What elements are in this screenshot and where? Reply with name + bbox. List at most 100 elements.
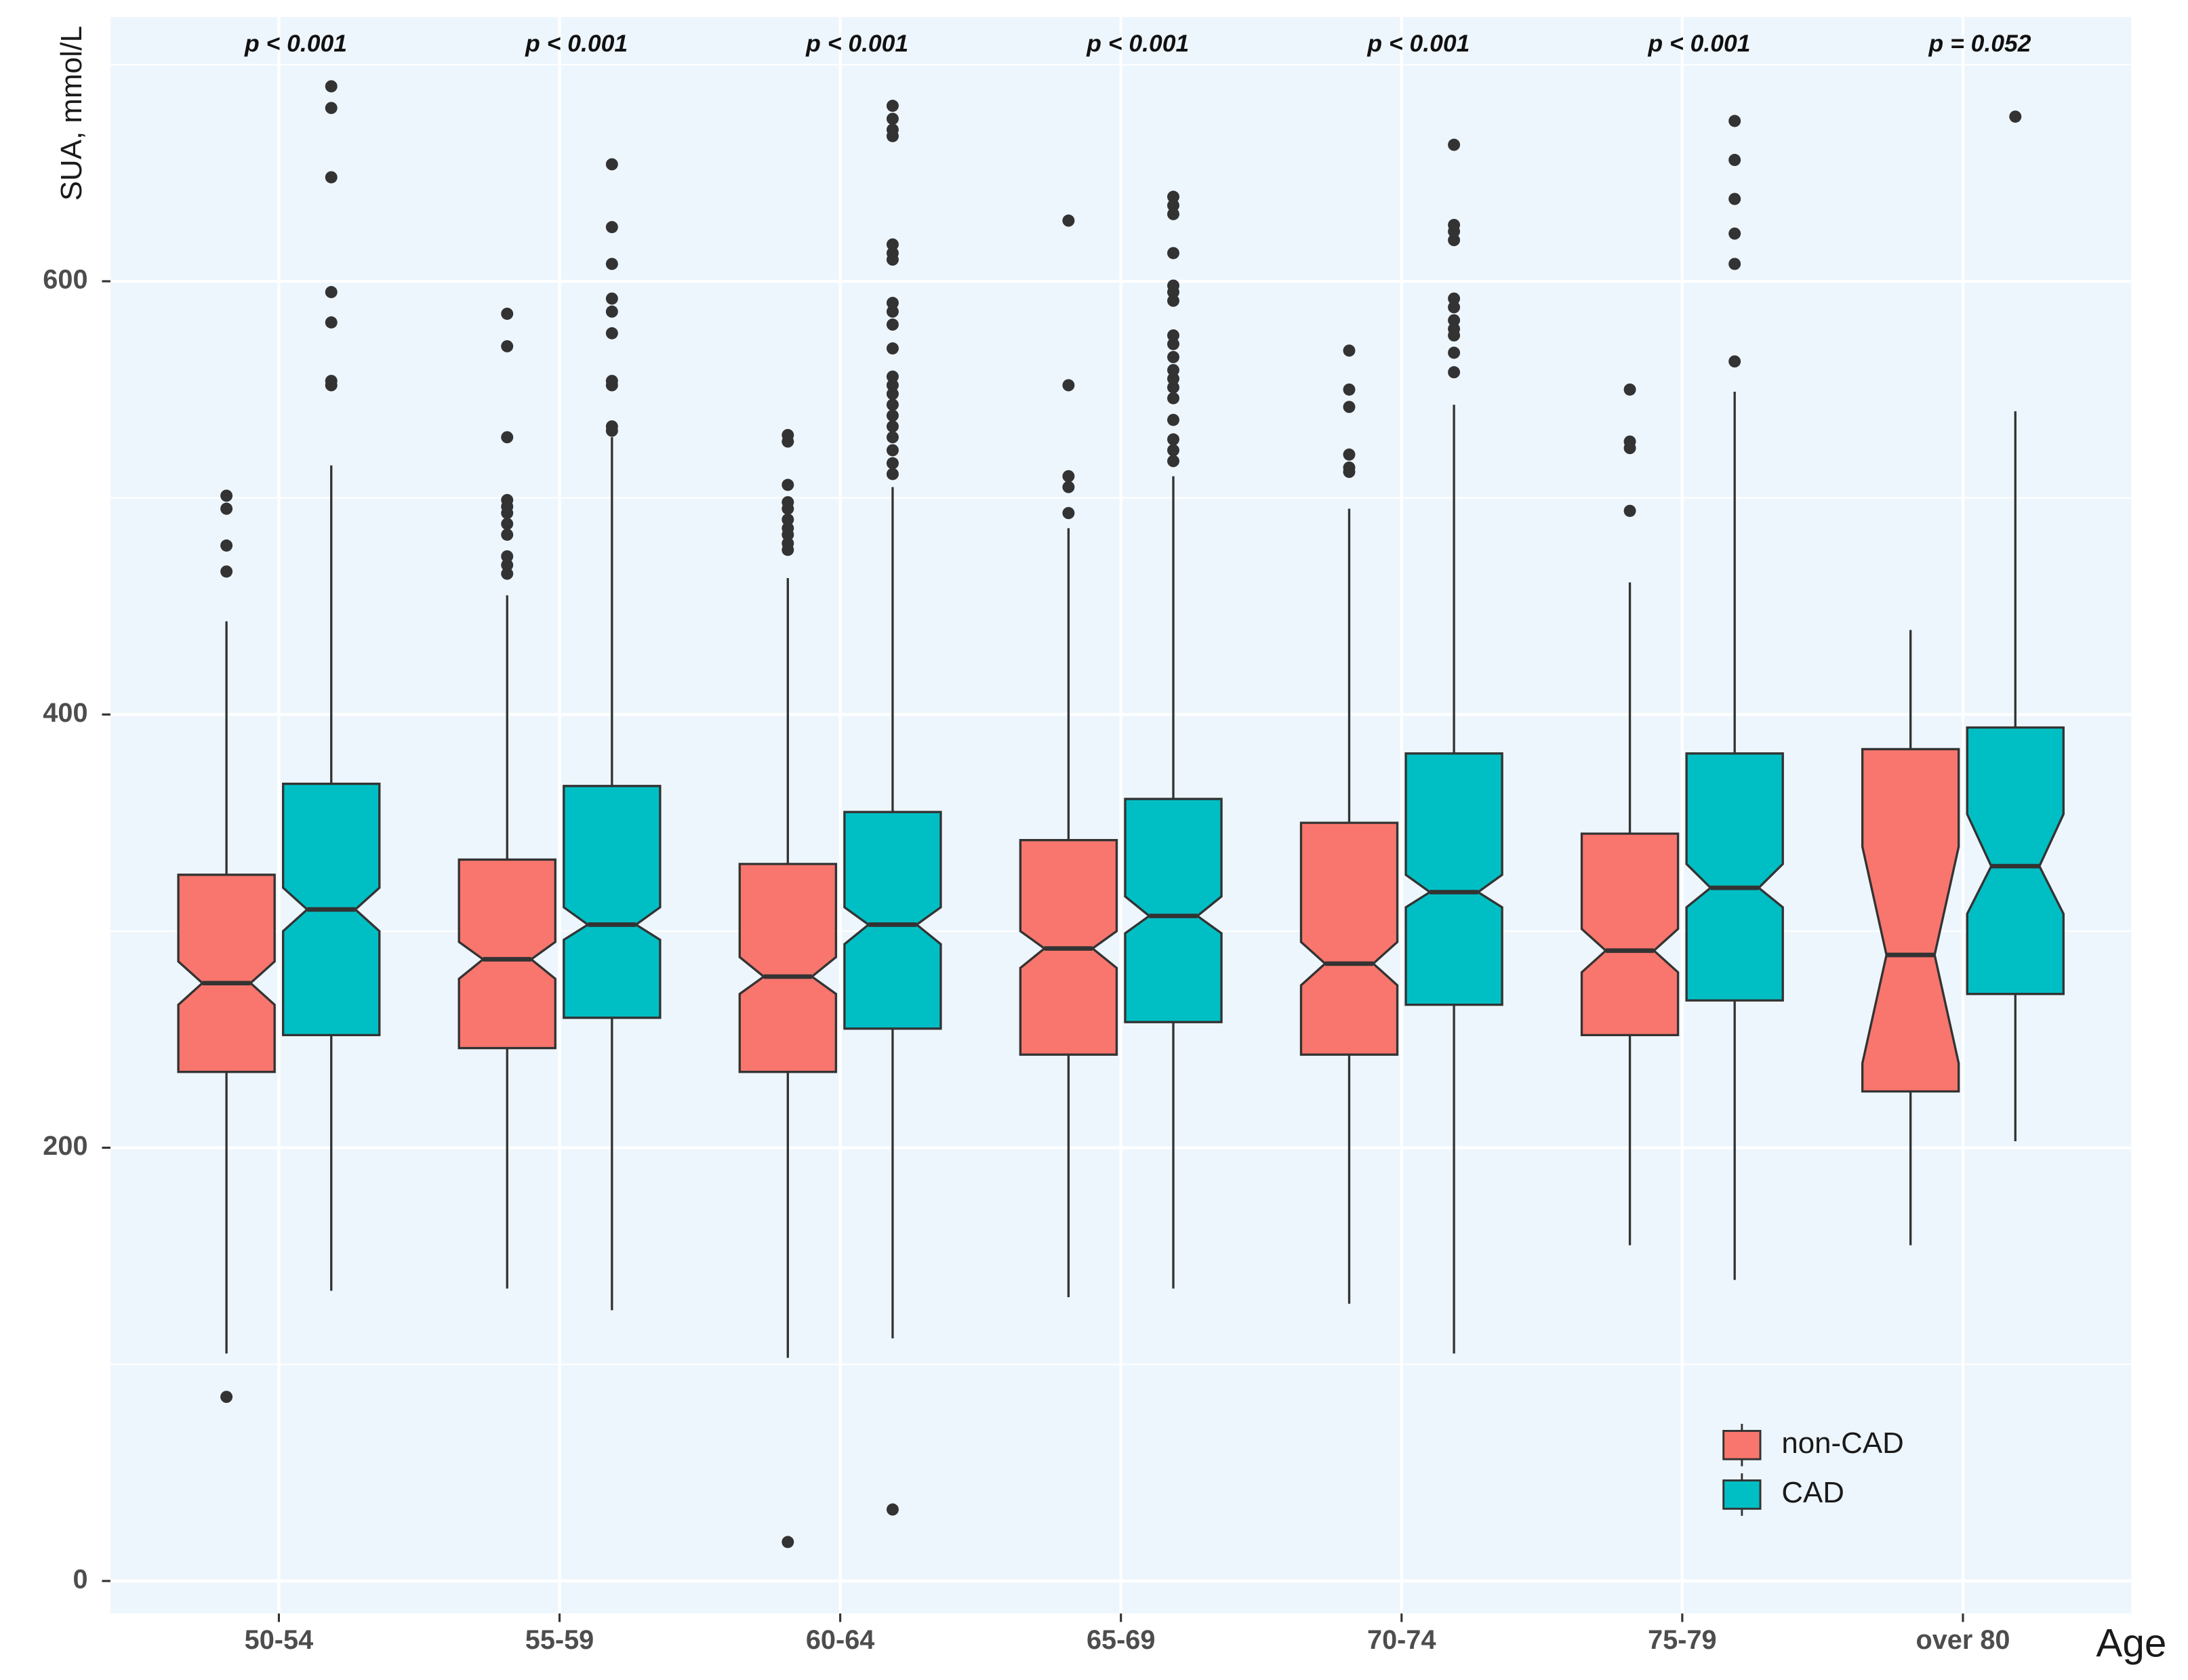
outlier — [886, 388, 899, 401]
annotation: p = 0.052 — [1928, 30, 2031, 57]
outlier — [1728, 192, 1741, 205]
outlier — [1448, 218, 1461, 231]
outlier — [501, 340, 514, 352]
outlier — [886, 342, 899, 355]
x-tick-label: 60-64 — [806, 1625, 874, 1655]
outlier — [1728, 355, 1741, 368]
outlier — [1167, 199, 1179, 212]
legend-label: non-CAD — [1781, 1427, 1903, 1460]
outlier — [1623, 504, 1636, 517]
outlier — [782, 513, 794, 526]
outlier — [605, 327, 618, 340]
annotation: p < 0.001 — [805, 30, 908, 57]
outlier — [605, 221, 618, 234]
outlier — [886, 409, 899, 422]
outlier — [1448, 138, 1461, 151]
outlier — [1167, 190, 1179, 203]
outlier — [886, 247, 899, 260]
outlier — [501, 518, 514, 531]
outlier — [1167, 294, 1179, 307]
outlier — [1062, 507, 1075, 520]
outlier — [1167, 444, 1179, 457]
outlier — [782, 537, 794, 550]
annotation: p < 0.001 — [244, 30, 347, 57]
outlier — [886, 370, 899, 383]
x-axis-title: Age — [2096, 1621, 2166, 1665]
outlier — [886, 444, 899, 457]
outlier — [325, 375, 338, 388]
outlier — [1343, 344, 1356, 357]
outlier — [501, 493, 514, 506]
outlier — [886, 112, 899, 125]
outlier — [886, 1503, 899, 1516]
outlier — [886, 297, 899, 309]
outlier — [1343, 448, 1356, 461]
outlier — [1167, 413, 1179, 426]
box — [458, 858, 556, 1050]
y-tick-label: 0 — [73, 1564, 87, 1594]
outlier — [1448, 292, 1461, 305]
annotation: p < 0.001 — [1647, 30, 1750, 57]
outlier — [886, 123, 899, 136]
outlier — [325, 286, 338, 298]
box — [1124, 798, 1223, 1023]
outlier — [1167, 337, 1179, 350]
outlier — [886, 379, 899, 392]
outlier — [605, 292, 618, 305]
y-tick-label: 600 — [43, 265, 87, 295]
outlier — [605, 375, 618, 388]
outlier — [220, 489, 233, 502]
outlier — [220, 1391, 233, 1404]
outlier — [886, 238, 899, 251]
outlier — [501, 550, 514, 562]
outlier — [1448, 366, 1461, 379]
outlier — [1167, 392, 1179, 405]
outlier — [1167, 329, 1179, 342]
x-tick-label: 50-54 — [245, 1625, 313, 1655]
outlier — [501, 567, 514, 580]
outlier — [220, 539, 233, 552]
outlier — [1728, 227, 1741, 240]
outlier — [1167, 381, 1179, 394]
outlier — [605, 305, 618, 318]
outlier — [501, 558, 514, 571]
x-tick-label: 70-74 — [1367, 1625, 1436, 1655]
annotation: p < 0.001 — [525, 30, 628, 57]
outlier — [886, 398, 899, 411]
outlier — [2009, 110, 2022, 123]
box — [1299, 821, 1399, 1056]
outlier — [501, 431, 514, 444]
annotation: p < 0.001 — [1366, 30, 1470, 57]
outlier — [782, 428, 794, 441]
outlier — [1728, 258, 1741, 270]
x-tick-label: over 80 — [1916, 1625, 2010, 1655]
box — [1404, 752, 1503, 1006]
outlier — [605, 420, 618, 433]
x-tick-label: 65-69 — [1087, 1625, 1155, 1655]
outlier — [1728, 154, 1741, 167]
outlier — [886, 431, 899, 444]
box — [563, 785, 662, 1019]
outlier — [501, 529, 514, 541]
legend-key — [1722, 1429, 1762, 1460]
outlier — [886, 318, 899, 331]
legend-label: CAD — [1781, 1476, 1844, 1509]
outlier — [325, 316, 338, 329]
outlier — [1167, 372, 1179, 385]
outlier — [1167, 455, 1179, 468]
outlier — [1448, 234, 1461, 247]
box — [738, 863, 838, 1073]
outlier — [1062, 480, 1075, 493]
outlier — [1343, 461, 1356, 474]
marks — [177, 80, 2065, 1549]
outlier — [886, 305, 899, 318]
outlier — [1167, 247, 1179, 260]
outlier — [605, 158, 618, 171]
box — [843, 811, 942, 1030]
outlier — [886, 468, 899, 480]
outlier — [782, 478, 794, 491]
outlier — [886, 457, 899, 470]
outlier — [325, 171, 338, 184]
outlier — [1167, 433, 1179, 446]
